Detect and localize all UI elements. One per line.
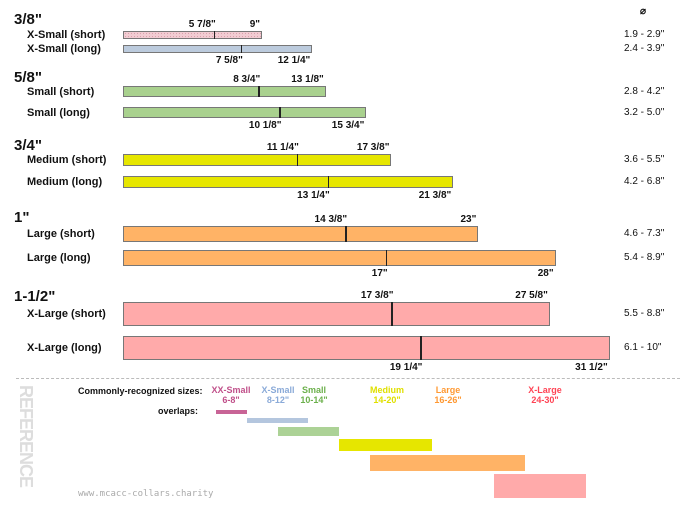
- diameter-range: 5.5 - 8.8": [624, 308, 665, 319]
- sizes-label: Commonly-recognized sizes:: [78, 386, 203, 396]
- end-label: 31 1/2": [575, 362, 608, 373]
- row-label: X-Small (short): [27, 29, 106, 41]
- row-label: Medium (short): [27, 154, 107, 166]
- size-mark: [240, 45, 243, 53]
- mark-label: 7 5/8": [215, 55, 243, 66]
- reference-size-bar: [339, 439, 432, 451]
- reference-size-bar: [215, 410, 247, 414]
- group-label: 3/8": [14, 11, 42, 28]
- row-label: X-Large (short): [27, 308, 106, 320]
- size-bar: [123, 336, 610, 360]
- group-label: 5/8": [14, 69, 42, 86]
- size-bar: [123, 154, 392, 166]
- size-mark: [213, 31, 216, 39]
- size-bar: [123, 107, 367, 118]
- mark-label: 8 3/4": [233, 74, 261, 85]
- diameter-range: 3.6 - 5.5": [624, 154, 665, 165]
- diameter-range: 4.2 - 6.8": [624, 176, 665, 187]
- row-label: X-Large (long): [27, 342, 102, 354]
- size-mark: [279, 107, 281, 118]
- divider: [16, 378, 680, 379]
- end-label: 15 3/4": [331, 120, 365, 131]
- end-label: 13 1/8": [291, 74, 324, 85]
- size-bar: [123, 302, 550, 326]
- diameter-range: 1.9 - 2.9": [624, 29, 665, 40]
- diameter-range: 6.1 - 10": [624, 342, 662, 353]
- row-label: Medium (long): [27, 176, 103, 188]
- size-mark: [345, 226, 347, 242]
- size-bar: [123, 176, 454, 188]
- end-label: 12 1/4": [277, 55, 311, 66]
- end-label: 23": [460, 214, 477, 225]
- size-mark: [296, 154, 299, 166]
- mark-label: 14 3/8": [314, 214, 348, 225]
- diameter-range: 4.6 - 7.3": [624, 228, 665, 239]
- mark-label: 5 7/8": [188, 19, 216, 30]
- row-label: Small (short): [27, 86, 95, 98]
- reference-size-bar: [370, 455, 525, 471]
- size-mark: [258, 86, 260, 97]
- group-label: 1": [14, 209, 30, 226]
- reference-watermark: REFERENCE: [16, 385, 36, 488]
- diameter-header-icon: ⌀: [640, 6, 647, 17]
- size-bar: [123, 86, 326, 97]
- mark-label: 17": [371, 268, 388, 279]
- diameter-range: 5.4 - 8.9": [624, 252, 665, 263]
- reference-size-bar: [246, 418, 309, 423]
- diameter-range: 2.8 - 4.2": [624, 86, 665, 97]
- size-mark: [420, 336, 422, 360]
- reference-size-bar: [493, 474, 587, 498]
- diameter-range: 2.4 - 3.9": [624, 43, 665, 54]
- overlaps-label: overlaps:: [158, 406, 199, 416]
- mark-label: 11 1/4": [266, 142, 299, 153]
- size-bar: [123, 45, 313, 53]
- reference-size-label: X-Large 24-30": [528, 385, 562, 405]
- row-label: Large (long): [27, 252, 91, 264]
- reference-size-label: Medium 14-20": [369, 385, 405, 405]
- size-bar: [123, 250, 556, 266]
- end-label: 17 3/8": [356, 142, 390, 153]
- reference-size-label: X-Small 8-12": [261, 385, 295, 405]
- end-label: 27 5/8": [515, 290, 548, 301]
- group-label: 3/4": [14, 137, 42, 154]
- mark-label: 17 3/8": [360, 290, 394, 301]
- size-bar: [123, 226, 479, 242]
- size-mark: [385, 250, 388, 266]
- reference-size-bar: [277, 427, 340, 436]
- end-label: 9": [249, 19, 261, 30]
- footer-url: www.mcacc-collars.charity: [78, 489, 214, 499]
- reference-size-label: Small 10-14": [300, 385, 328, 405]
- row-label: Small (long): [27, 107, 90, 119]
- row-label: Large (short): [27, 228, 95, 240]
- size-mark: [327, 176, 330, 188]
- end-label: 28": [537, 268, 554, 279]
- mark-label: 13 1/4": [297, 190, 330, 201]
- mark-label: 10 1/8": [248, 120, 282, 131]
- row-label: X-Small (long): [27, 43, 101, 55]
- reference-size-label: Large 16-26": [434, 385, 462, 405]
- size-bar: [123, 31, 263, 39]
- group-label: 1-1/2": [14, 288, 56, 305]
- reference-size-label: XX-Small 6-8": [211, 385, 251, 405]
- end-label: 21 3/8": [418, 190, 452, 201]
- size-mark: [391, 302, 393, 326]
- diameter-range: 3.2 - 5.0": [624, 107, 665, 118]
- mark-label: 19 1/4": [389, 362, 423, 373]
